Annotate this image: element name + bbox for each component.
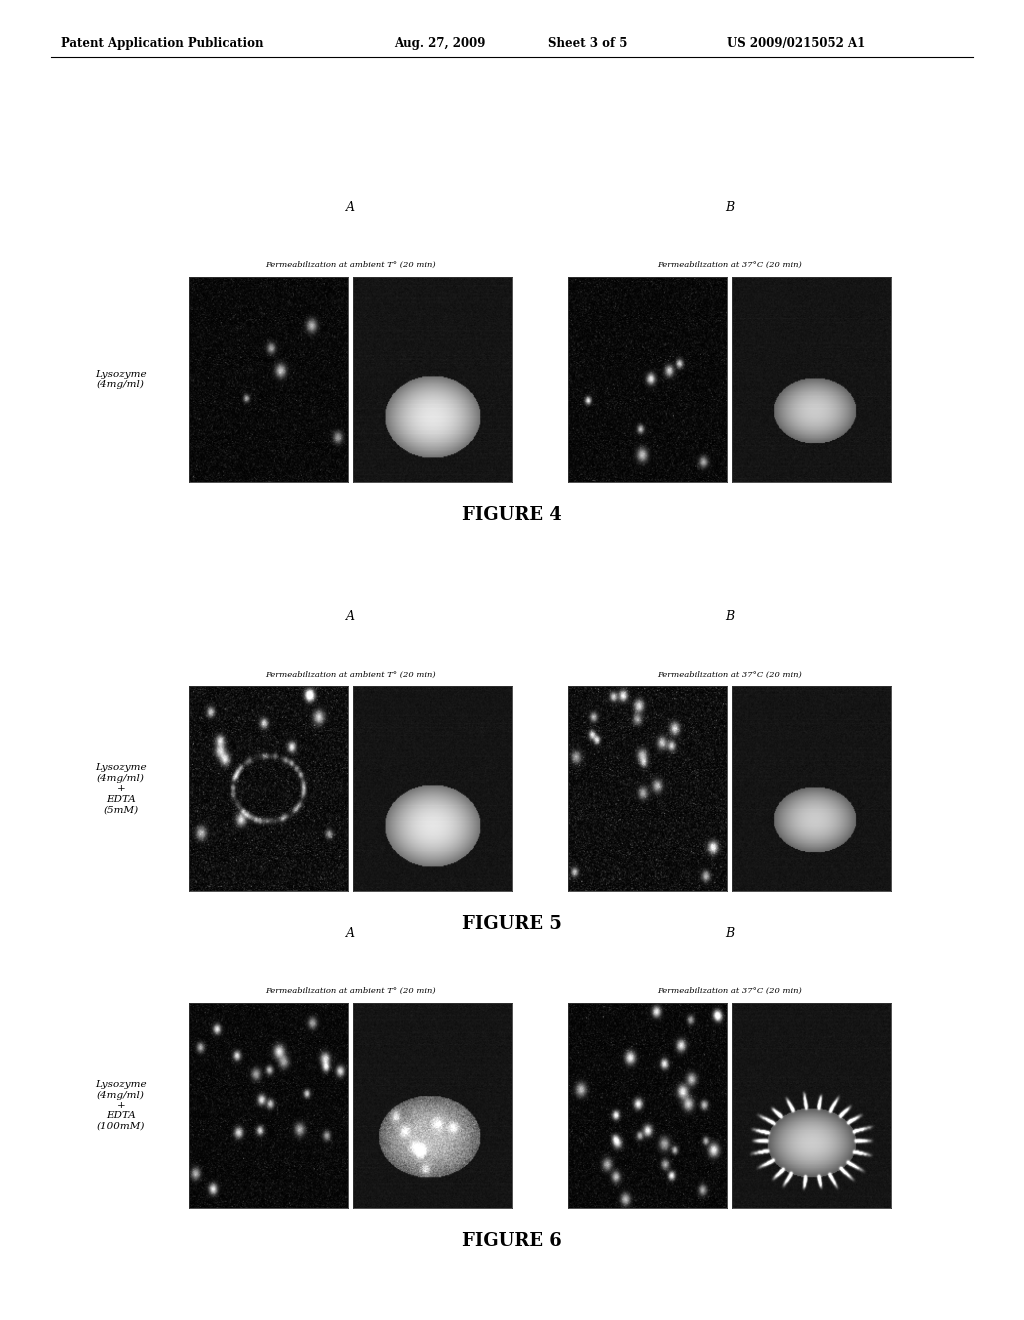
Text: Lysozyme
(4mg/ml): Lysozyme (4mg/ml) xyxy=(95,370,146,389)
Text: B: B xyxy=(725,201,734,214)
Text: US 2009/0215052 A1: US 2009/0215052 A1 xyxy=(727,37,865,50)
Text: FIGURE 5: FIGURE 5 xyxy=(462,915,562,933)
Text: A: A xyxy=(346,201,355,214)
Text: Permeabilization at ambient T° (20 min): Permeabilization at ambient T° (20 min) xyxy=(265,261,436,269)
Text: Aug. 27, 2009: Aug. 27, 2009 xyxy=(394,37,485,50)
Text: Permeabilization at ambient T° (20 min): Permeabilization at ambient T° (20 min) xyxy=(265,987,436,995)
Text: B: B xyxy=(725,927,734,940)
Text: Permeabilization at ambient T° (20 min): Permeabilization at ambient T° (20 min) xyxy=(265,671,436,678)
Text: Lysozyme
(4mg/ml)
+
EDTA
(100mM): Lysozyme (4mg/ml) + EDTA (100mM) xyxy=(95,1080,146,1131)
Text: A: A xyxy=(346,610,355,623)
Text: Sheet 3 of 5: Sheet 3 of 5 xyxy=(548,37,628,50)
Text: Patent Application Publication: Patent Application Publication xyxy=(61,37,264,50)
Text: Lysozyme
(4mg/ml)
+
EDTA
(5mM): Lysozyme (4mg/ml) + EDTA (5mM) xyxy=(95,763,146,814)
Text: Permeabilization at 37°C (20 min): Permeabilization at 37°C (20 min) xyxy=(657,261,802,269)
Text: B: B xyxy=(725,610,734,623)
Text: Permeabilization at 37°C (20 min): Permeabilization at 37°C (20 min) xyxy=(657,987,802,995)
Text: Permeabilization at 37°C (20 min): Permeabilization at 37°C (20 min) xyxy=(657,671,802,678)
Text: A: A xyxy=(346,927,355,940)
Text: FIGURE 4: FIGURE 4 xyxy=(462,506,562,524)
Text: FIGURE 6: FIGURE 6 xyxy=(462,1232,562,1250)
